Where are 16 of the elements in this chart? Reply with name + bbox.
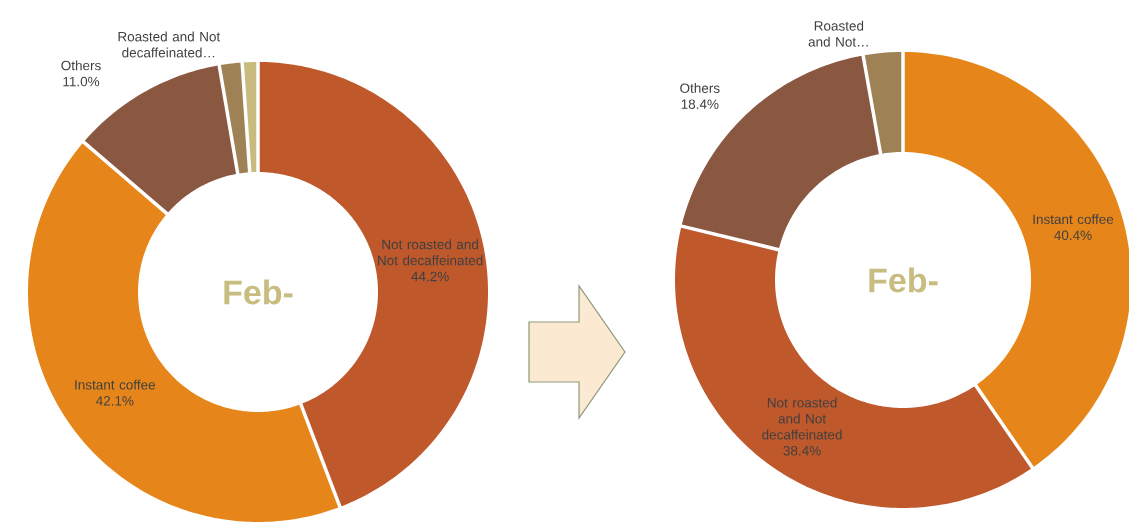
slice-label: Others	[61, 60, 101, 71]
slice-label: Roasted and Not…	[808, 20, 868, 47]
data-label: 38.4%	[783, 445, 821, 456]
text: Feb-	[869, 267, 938, 293]
data-label: 11.0%	[63, 76, 100, 87]
data-label: 42.1%	[96, 396, 134, 406]
slice-label: Others	[680, 83, 720, 93]
data-label: 40.4%	[1054, 230, 1092, 241]
data-label: 18.4%	[681, 99, 719, 109]
slice-label: Roasted and Not decaffeinated…	[118, 31, 221, 58]
slice-label: Instant coffee	[1033, 214, 1114, 225]
slice-label: Instant coffee	[75, 379, 156, 390]
slice-label: Not roasted and Not decaffeinated	[762, 397, 842, 440]
slice-label: Not roasted and Not decaffeinated	[378, 239, 483, 266]
text: Feb-	[224, 279, 293, 305]
data-label: 44.2%	[411, 271, 449, 282]
